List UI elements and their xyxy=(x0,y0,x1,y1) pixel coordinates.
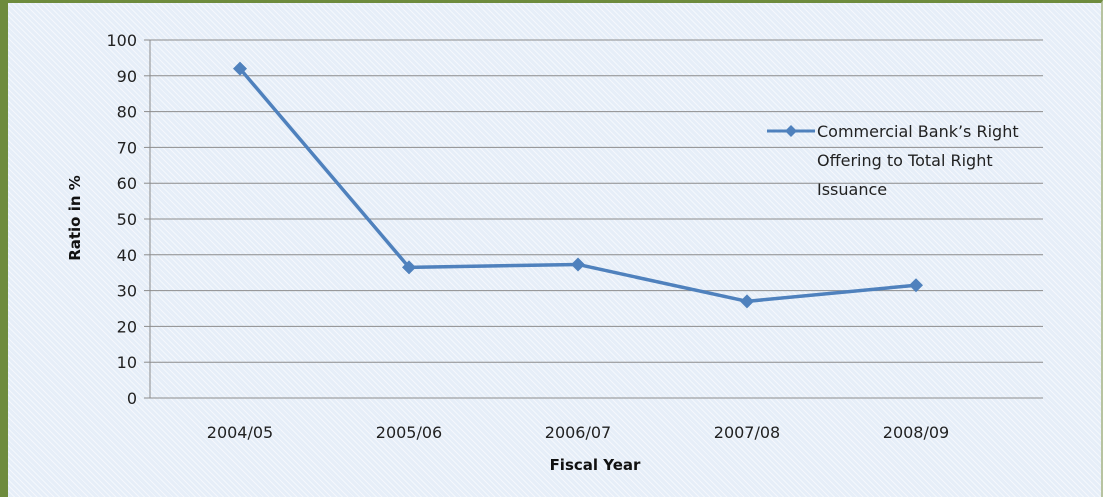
y-tick-label-30: 30 xyxy=(117,282,137,301)
y-axis-title: Ratio in % xyxy=(66,175,84,261)
data-point-2005-06 xyxy=(402,260,416,275)
data-point-2004-05 xyxy=(233,61,247,76)
y-tick-label-90: 90 xyxy=(117,67,137,86)
y-tick-label-80: 80 xyxy=(117,103,137,122)
gridlines xyxy=(144,39,1043,399)
legend-diamond-marker xyxy=(785,125,797,137)
y-tick-label-40: 40 xyxy=(117,246,137,265)
x-tick-label-2004-05: 2004/05 xyxy=(207,423,273,442)
y-tick-label-0: 0 xyxy=(127,389,137,408)
data-point-2008-09 xyxy=(909,278,923,293)
x-tick-labels: 2004/05 2005/06 2006/07 2007/08 2008/09 xyxy=(207,423,949,442)
y-tick-label-10: 10 xyxy=(117,353,137,372)
y-tick-label-20: 20 xyxy=(117,317,137,336)
x-tick-label-2005-06: 2005/06 xyxy=(376,423,442,442)
x-tick-label-2008-09: 2008/09 xyxy=(883,423,949,442)
y-tick-label-50: 50 xyxy=(117,210,137,229)
legend-text-line-2: Offering to Total Right xyxy=(817,151,993,170)
y-tick-label-70: 70 xyxy=(117,138,137,157)
legend-text-line-3: Issuance xyxy=(817,180,887,199)
data-point-2006-07 xyxy=(571,257,585,272)
y-tick-label-60: 60 xyxy=(117,174,137,193)
y-tick-labels: 0 10 20 30 40 50 60 70 80 90 100 xyxy=(106,31,137,408)
y-tick-label-100: 100 xyxy=(106,31,137,50)
data-point-2007-08 xyxy=(740,294,754,309)
legend: Commercial Bank’s Right Offering to Tota… xyxy=(767,122,1019,199)
x-tick-label-2007-08: 2007/08 xyxy=(714,423,780,442)
x-axis-title: Fiscal Year xyxy=(550,456,641,474)
x-tick-label-2006-07: 2006/07 xyxy=(545,423,611,442)
legend-text-line-1: Commercial Bank’s Right xyxy=(817,122,1019,141)
series-group xyxy=(233,61,923,309)
